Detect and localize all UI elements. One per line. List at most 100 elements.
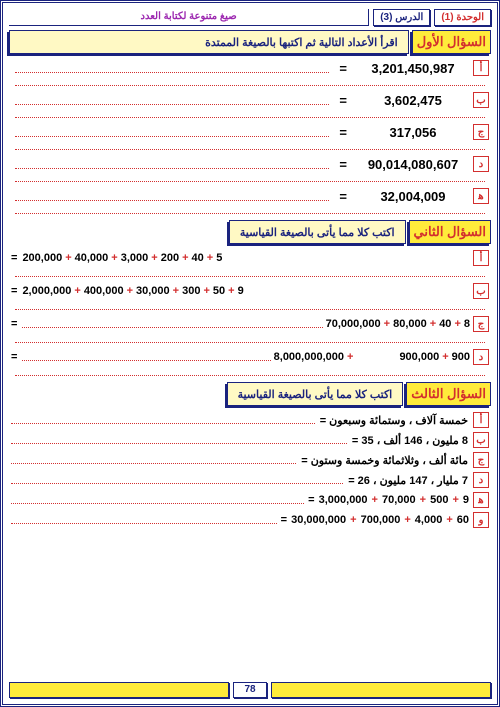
number-value: 3,201,450,987 [353, 61, 473, 76]
answer-line[interactable] [11, 476, 343, 484]
q1-row: = 90,014,080,607د [9, 156, 491, 172]
q1-label: السؤال الأول [412, 30, 491, 54]
term: 700,000 [361, 514, 401, 526]
answer-line-cont[interactable] [15, 335, 485, 343]
item-letter: ﻫ [473, 188, 489, 204]
answer-line-cont[interactable] [15, 78, 485, 86]
word-number: 8 مليون ، 146 ألف ، 35 = [352, 434, 468, 447]
term: 4,000 [415, 514, 443, 526]
q3-rows: أخمسة آلاف ، وستمائة وسبعون = ب 8 مليون ، … [9, 412, 491, 528]
term: 30,000 [136, 285, 170, 297]
item-letter: ب [473, 432, 489, 448]
term: 300 [182, 285, 200, 297]
word-number: 7 مليار ، 147 مليون ، 26 = [348, 474, 468, 487]
q3-math-row: =3,000,000+70,000+500+9ﻫ [9, 492, 491, 508]
q3-header: السؤال الثالث اكتب كلا مما يأتى بالصيغة … [9, 382, 491, 406]
plus: + [372, 494, 378, 506]
plus: + [384, 318, 390, 330]
term: 9 [463, 494, 469, 506]
answer-line[interactable] [11, 456, 296, 464]
footer-bar-right [271, 682, 491, 698]
term: 5 [216, 252, 222, 264]
answer-line-cont[interactable] [15, 174, 485, 182]
q1-row: =317,056ج [9, 124, 491, 140]
term: 8 [464, 318, 470, 330]
item-letter: ب [473, 92, 489, 108]
term: 3,000 [121, 252, 149, 264]
answer-line[interactable] [22, 320, 322, 328]
equals: = [339, 125, 347, 140]
q2-header: السؤال الثاني اكتب كلا مما يأتى بالصيغة … [9, 220, 491, 244]
answer-line-cont[interactable] [15, 269, 485, 277]
q3-text-row: ب 8 مليون ، 146 ألف ، 35 = [9, 432, 491, 448]
page-number: 78 [233, 682, 266, 698]
item-letter: د [473, 472, 489, 488]
plus: + [452, 494, 458, 506]
q2-rows: =200,000+40,000+3,000+200+40+5أ=2,000,00… [9, 250, 491, 376]
equals: = [11, 351, 17, 363]
footer: 78 [9, 682, 491, 698]
plus: + [173, 285, 179, 297]
item-letter: أ [473, 412, 489, 428]
answer-line-cont[interactable] [15, 368, 485, 376]
lesson-box: الدرس (3) [373, 9, 430, 26]
plus: + [454, 318, 460, 330]
q3-label: السؤال الثالث [406, 382, 491, 406]
worksheet-title: صيغ متنوعة لكتابة العدد [9, 9, 369, 26]
item-letter: أ [473, 60, 489, 76]
equals: = [11, 252, 17, 264]
word-number: مائة ألف ، وثلاثمائة وخمسة وستون = [301, 454, 468, 467]
q1-row: =3,602,475ب [9, 92, 491, 108]
q1-header: السؤال الأول اقرأ الأعداد التالية ثم اكت… [9, 30, 491, 54]
answer-line[interactable] [15, 63, 329, 73]
answer-line-cont[interactable] [15, 142, 485, 150]
plus: + [404, 514, 410, 526]
term: 200,000 [22, 252, 62, 264]
q2-row: =2,000,000+400,000+30,000+300+50+9ب [9, 283, 491, 299]
q1-row: =3,201,450,987أ [9, 60, 491, 76]
footer-bar-left [9, 682, 229, 698]
q3-math-row: =30,000,000+700,000+4,000+60و [9, 512, 491, 528]
term: 8,000,000,000 [274, 351, 344, 363]
q3-text-row: أخمسة آلاف ، وستمائة وسبعون = [9, 412, 491, 428]
q2-label: السؤال الثاني [409, 220, 491, 244]
plus: + [350, 514, 356, 526]
term: 30,000,000 [291, 514, 346, 526]
answer-line[interactable] [22, 353, 270, 361]
answer-line[interactable] [15, 159, 329, 169]
answer-line-cont[interactable] [15, 206, 485, 214]
term: 40,000 [75, 252, 109, 264]
item-letter: ج [473, 452, 489, 468]
answer-line-cont[interactable] [15, 110, 485, 118]
equals: = [281, 514, 287, 526]
equals: = [339, 157, 347, 172]
term: 9 [238, 285, 244, 297]
answer-line-cont[interactable] [15, 302, 485, 310]
plus: + [228, 285, 234, 297]
q2-prompt: اكتب كلا مما يأتى بالصيغة القياسية [229, 220, 406, 244]
item-letter: ج [473, 124, 489, 140]
plus: + [182, 252, 188, 264]
header: صيغ متنوعة لكتابة العدد الدرس (3) الوحدة… [9, 9, 491, 26]
term: 60 [457, 514, 469, 526]
plus: + [111, 252, 117, 264]
answer-line[interactable] [15, 191, 329, 201]
answer-line[interactable] [11, 416, 315, 424]
number-value: 90,014,080,607 [353, 157, 473, 172]
term: 70,000 [382, 494, 416, 506]
q2-row: =8,000,000,000+900,000+900د [9, 349, 491, 365]
item-letter: ﻫ [473, 492, 489, 508]
item-letter: و [473, 512, 489, 528]
item-letter: أ [473, 250, 489, 266]
answer-line[interactable] [15, 95, 329, 105]
answer-line[interactable] [15, 127, 329, 137]
answer-line[interactable] [11, 436, 347, 444]
plus: + [347, 351, 353, 363]
answer-line[interactable] [11, 516, 277, 524]
q3-prompt: اكتب كلا مما يأتى بالصيغة القياسية [227, 382, 404, 406]
equals: = [339, 189, 347, 204]
item-letter: ب [473, 283, 489, 299]
plus: + [207, 252, 213, 264]
item-letter: د [473, 156, 489, 172]
answer-line[interactable] [11, 496, 304, 504]
